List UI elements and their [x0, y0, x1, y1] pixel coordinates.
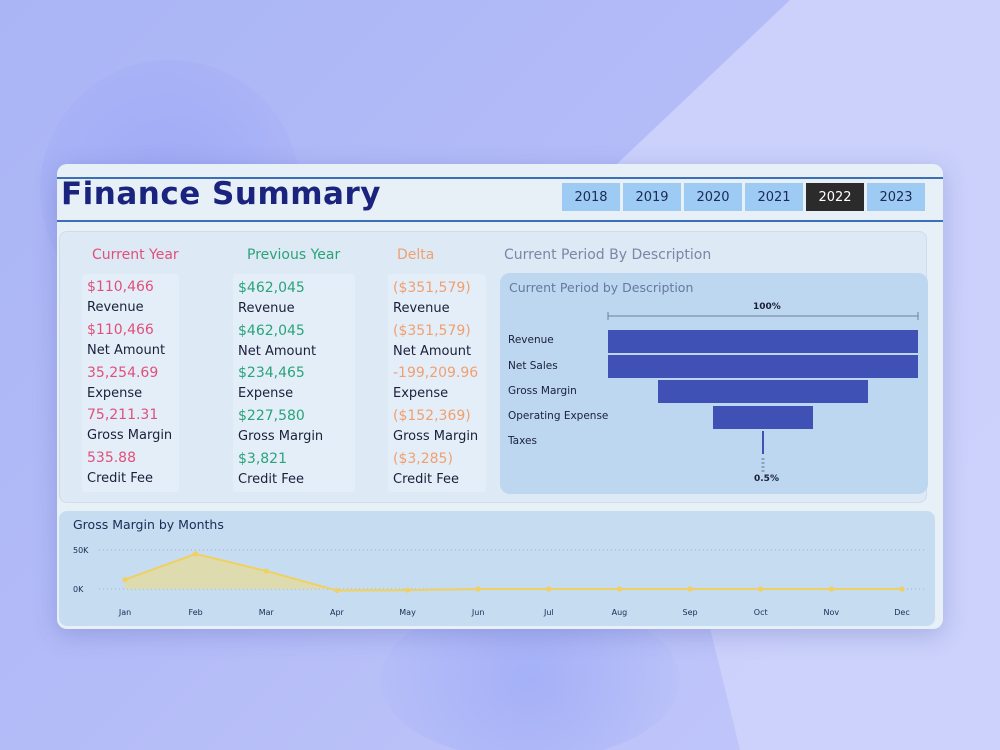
x-tick-label: Jul — [543, 608, 554, 617]
x-tick-label: Mar — [259, 608, 275, 617]
delta-box — [388, 274, 486, 492]
previous-year-box — [233, 274, 355, 492]
chart-point-nov[interactable] — [828, 586, 834, 592]
gross-margin-chart-panel: Gross Margin by Months 50K 0K Jan Feb Mar Ap… — [59, 511, 935, 626]
funnel-bar-revenue[interactable] — [608, 330, 918, 353]
kpi-delta-gross-margin: ($152,369) Gross Margin — [393, 408, 479, 444]
x-tick-label: Nov — [824, 608, 840, 617]
funnel-bar-gross-margin[interactable] — [657, 380, 869, 403]
current-year-box — [82, 274, 179, 492]
year-slicer: 2018 2019 2020 2021 2022 2023 — [562, 183, 925, 211]
kpi-previous-gross-margin: $227,580 Gross Margin — [238, 408, 324, 444]
funnel-section-title: Current Period By Description — [504, 247, 712, 263]
x-tick-label: Jun — [471, 608, 485, 617]
x-tick-label: Sep — [683, 608, 698, 617]
year-button-2019[interactable]: 2019 — [623, 183, 681, 211]
funnel-label-revenue: Revenue — [508, 334, 554, 346]
chart-point-aug[interactable] — [616, 586, 623, 592]
kpi-current-credit-fee: 535.88 Credit Fee — [87, 450, 153, 486]
header-divider — [57, 177, 943, 179]
funnel-bar-taxes[interactable] — [762, 431, 764, 454]
kpi-previous-net-amount: $462,045 Net Amount — [238, 323, 317, 359]
funnel-label-gross-margin: Gross Margin — [508, 385, 577, 397]
y-tick-label: 50K — [73, 546, 89, 555]
x-tick-label: May — [399, 608, 416, 617]
funnel-chart-panel: Current Period by Description 100% 0.5% … — [500, 273, 928, 494]
year-button-2018[interactable]: 2018 — [562, 183, 620, 211]
chart-point-jun[interactable] — [475, 586, 481, 592]
x-tick-label: Apr — [330, 608, 345, 617]
header-divider — [57, 220, 943, 222]
delta-heading: Delta — [397, 247, 435, 263]
kpi-delta-expense: -199,209.96 Expense — [393, 365, 479, 401]
kpi-current-gross-margin: 75,211.31 Gross Margin — [87, 407, 173, 443]
chart-point-dec[interactable] — [899, 586, 905, 592]
chart-title: Gross Margin by Months — [73, 517, 224, 532]
chart-point-oct[interactable] — [758, 586, 764, 592]
funnel-chart-title: Current Period by Description — [509, 280, 694, 295]
x-tick-label: Dec — [894, 608, 909, 617]
funnel-bottom-percent: 0.5% — [754, 474, 779, 484]
kpi-previous-revenue: $462,045 Revenue — [238, 280, 305, 316]
funnel-bar-operating-expense[interactable] — [713, 406, 813, 429]
kpi-delta-net-amount: ($351,579) Net Amount — [393, 323, 472, 359]
kpi-current-revenue: $110,466 Revenue — [87, 279, 154, 315]
gross-margin-chart: 50K 0K Jan Feb Mar Apr May Jun Jul Aug Sep Oct Nov D… — [73, 546, 927, 617]
funnel-label-taxes: Taxes — [508, 435, 537, 447]
previous-year-heading: Previous Year — [247, 247, 341, 263]
chart-point-jul[interactable] — [546, 586, 552, 592]
year-button-2022[interactable]: 2022 — [806, 183, 864, 211]
year-button-2023[interactable]: 2023 — [867, 183, 925, 211]
chart-point-apr[interactable] — [334, 587, 340, 594]
kpi-previous-credit-fee: $3,821 Credit Fee — [238, 451, 304, 487]
funnel-bar-net-sales[interactable] — [608, 355, 918, 378]
funnel-label-net-sales: Net Sales — [508, 360, 558, 372]
chart-point-feb[interactable] — [193, 551, 199, 557]
kpi-delta-credit-fee: ($3,285) Credit Fee — [393, 451, 459, 487]
funnel-top-percent: 100% — [753, 302, 781, 312]
chart-point-mar[interactable] — [263, 568, 269, 574]
chart-point-jan[interactable] — [122, 577, 128, 583]
year-button-2020[interactable]: 2020 — [684, 183, 742, 211]
chart-area-fill — [125, 553, 902, 591]
funnel-guides — [607, 312, 919, 472]
kpi-current-net-amount: $110,466 Net Amount — [87, 322, 166, 358]
x-tick-label: Feb — [189, 608, 203, 617]
kpi-previous-expense: $234,465 Expense — [238, 365, 305, 401]
y-tick-label: 0K — [73, 585, 84, 594]
x-tick-label: Jan — [118, 608, 131, 617]
page-title: Finance Summary — [61, 176, 381, 212]
funnel-label-operating-expense: Operating Expense — [508, 410, 609, 422]
x-tick-label: Oct — [754, 608, 768, 617]
current-year-heading: Current Year — [92, 247, 179, 263]
year-button-2021[interactable]: 2021 — [745, 183, 803, 211]
x-tick-label: Aug — [612, 608, 628, 617]
chart-point-sep[interactable] — [687, 586, 693, 592]
chart-series-line — [124, 552, 902, 592]
kpi-delta-revenue: ($351,579) Revenue — [393, 280, 471, 316]
chart-point-may[interactable] — [404, 587, 411, 593]
dashboard-card: Finance Summary 2018 2019 2020 2021 2022… — [57, 164, 943, 629]
kpi-current-expense: 35,254.69 Expense — [87, 365, 159, 401]
